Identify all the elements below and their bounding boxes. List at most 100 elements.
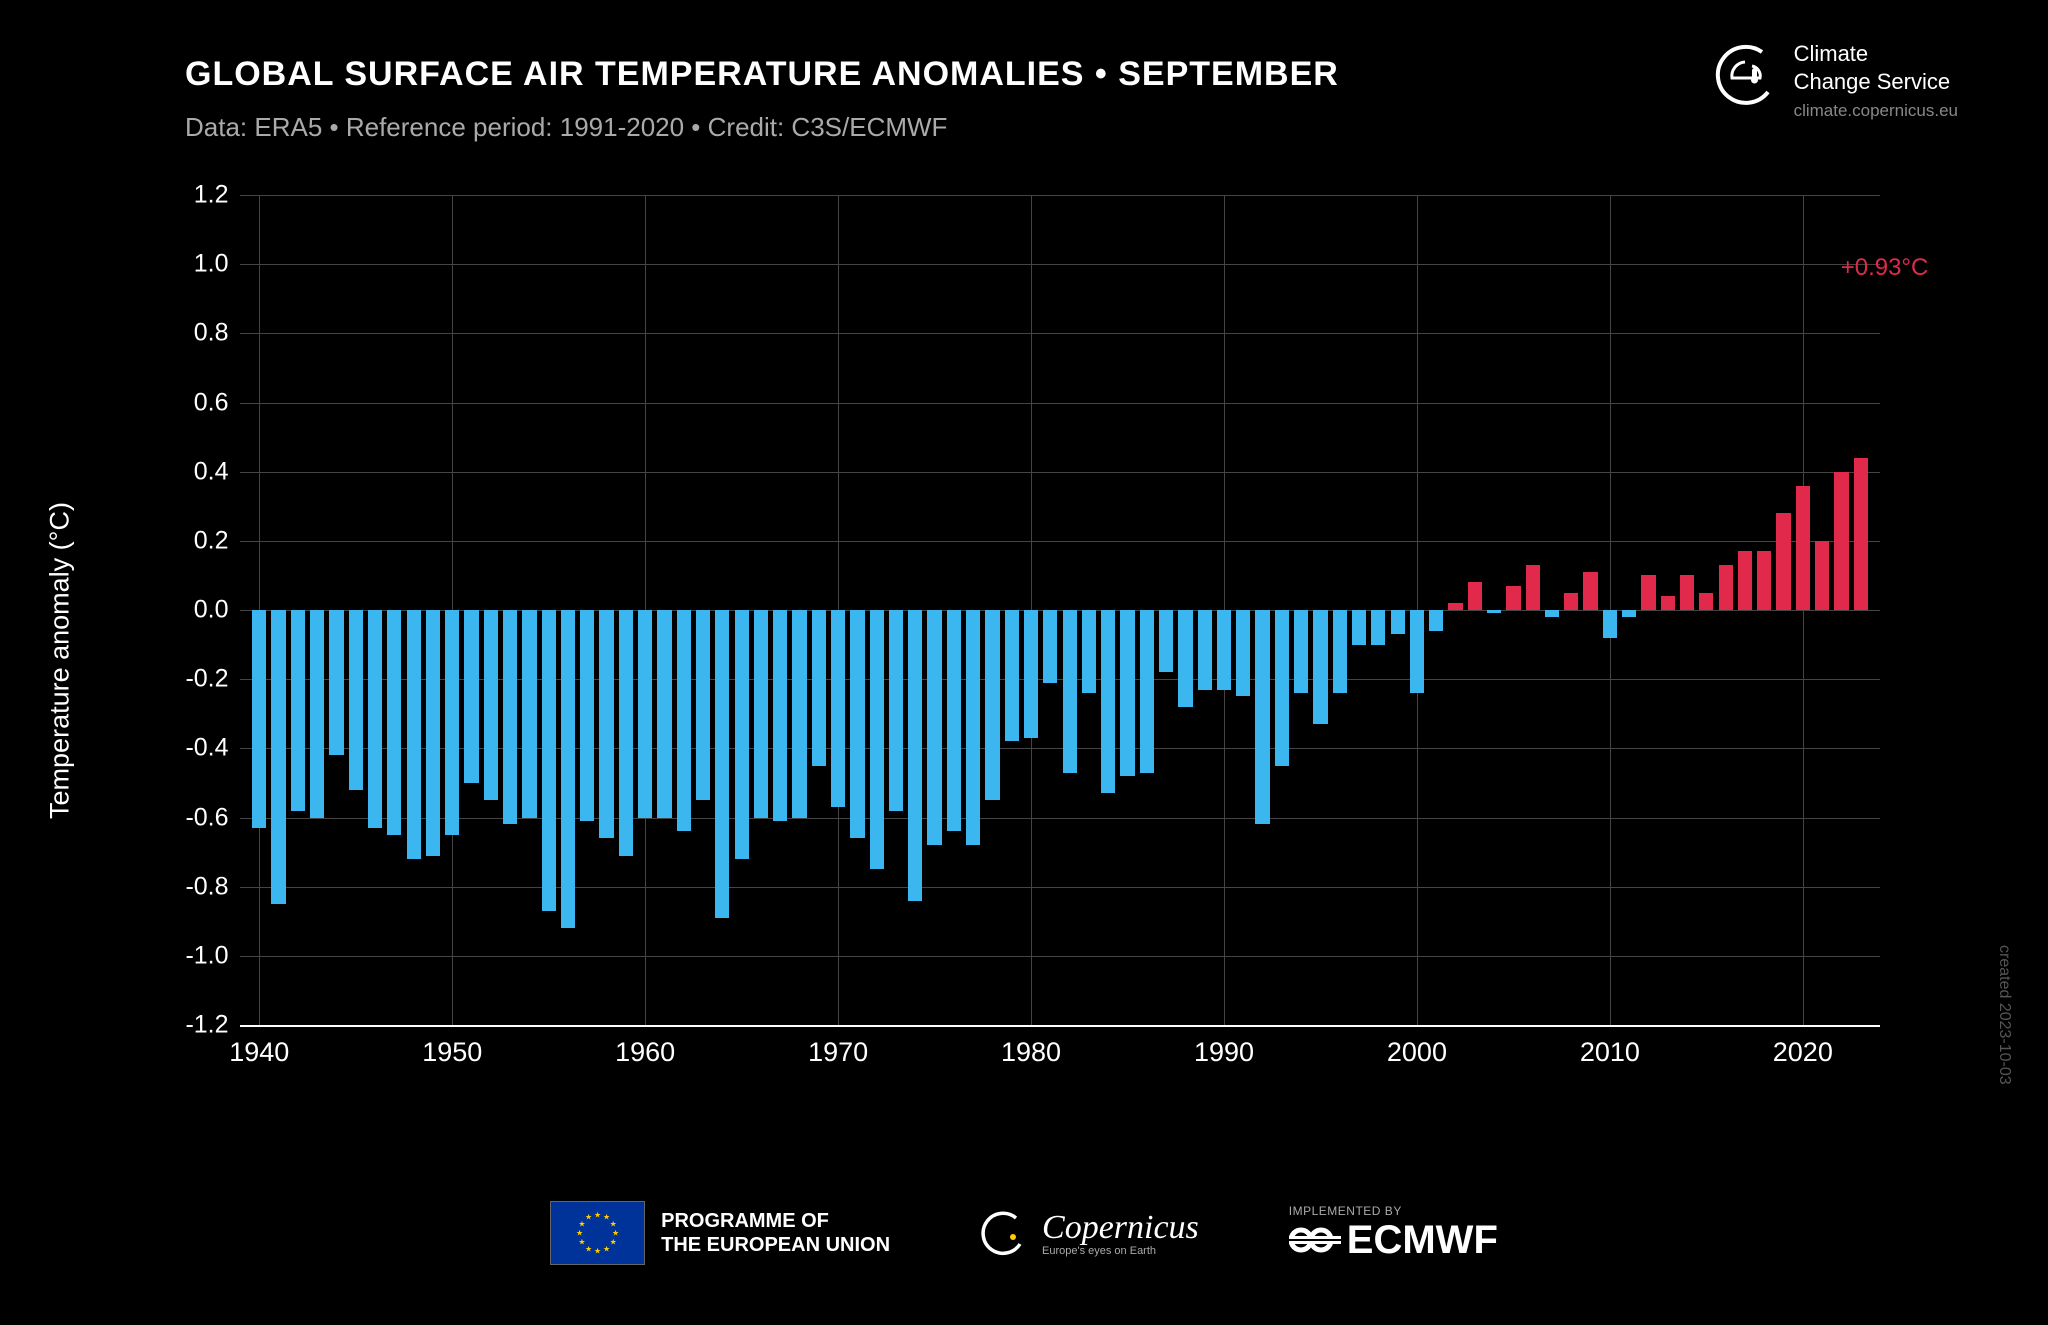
- bar: [754, 610, 768, 818]
- y-tick-label: -0.6: [169, 803, 229, 832]
- bar: [1545, 610, 1559, 617]
- bar: [1120, 610, 1134, 776]
- bar: [889, 610, 903, 811]
- x-tick-label: 1980: [1001, 1037, 1061, 1068]
- bar: [1313, 610, 1327, 724]
- x-tick-label: 1990: [1194, 1037, 1254, 1068]
- bar: [696, 610, 710, 800]
- bar: [599, 610, 613, 838]
- bar: [927, 610, 941, 845]
- bar: [252, 610, 266, 828]
- bar: [1082, 610, 1096, 693]
- bar: [1622, 610, 1636, 617]
- bar: [271, 610, 285, 904]
- bar: [1275, 610, 1289, 766]
- bar: [715, 610, 729, 918]
- peak-annotation: +0.93°C: [1841, 254, 1929, 282]
- grid-line: [240, 333, 1880, 334]
- copernicus-logo: Copernicus Europe's eyes on Earth: [980, 1209, 1199, 1257]
- bar: [1391, 610, 1405, 634]
- star-icon: ★: [594, 1247, 601, 1256]
- y-tick-label: -1.2: [169, 1011, 229, 1040]
- grid-line: [240, 264, 1880, 265]
- bar: [1043, 610, 1057, 683]
- bar: [349, 610, 363, 790]
- bar: [310, 610, 324, 818]
- bar: [831, 610, 845, 807]
- bar: [773, 610, 787, 821]
- bar: [426, 610, 440, 856]
- eu-line2: THE EUROPEAN UNION: [661, 1233, 890, 1257]
- bar: [1583, 572, 1597, 610]
- x-tick-label: 1940: [229, 1037, 289, 1068]
- x-tick-label: 2000: [1387, 1037, 1447, 1068]
- y-tick-label: 0.6: [169, 388, 229, 417]
- bar: [1352, 610, 1366, 645]
- bar: [368, 610, 382, 828]
- ecmwf-logo: IMPLEMENTED BY ECMWF: [1289, 1204, 1498, 1263]
- eu-flag-icon: ★★★★★★★★★★★★: [550, 1201, 645, 1265]
- bar: [484, 610, 498, 800]
- bar: [1506, 586, 1520, 610]
- bar: [464, 610, 478, 783]
- bar: [1603, 610, 1617, 638]
- y-tick-label: 0.4: [169, 457, 229, 486]
- bar: [1699, 593, 1713, 610]
- star-icon: ★: [610, 1238, 617, 1247]
- bar: [1236, 610, 1250, 696]
- y-axis-label: Temperature anomaly (°C): [45, 502, 76, 819]
- y-tick-label: 0.0: [169, 596, 229, 625]
- star-icon: ★: [610, 1220, 617, 1229]
- bar: [1333, 610, 1347, 693]
- bar: [1005, 610, 1019, 741]
- bar: [1738, 551, 1752, 610]
- bar: [1024, 610, 1038, 738]
- grid-line: [240, 818, 1880, 819]
- x-tick-label: 1950: [422, 1037, 482, 1068]
- eu-line1: PROGRAMME OF: [661, 1209, 890, 1233]
- bar: [1198, 610, 1212, 690]
- x-axis-line: [240, 1025, 1880, 1027]
- y-tick-label: -0.8: [169, 872, 229, 901]
- y-tick-label: 1.0: [169, 250, 229, 279]
- star-icon: ★: [594, 1211, 601, 1220]
- bar: [1063, 610, 1077, 773]
- x-tick-label: 1970: [808, 1037, 868, 1068]
- c3s-logo: Climate Change Service climate.copernicu…: [1710, 40, 1958, 121]
- bar: [1526, 565, 1540, 610]
- grid-line: [240, 403, 1880, 404]
- star-icon: ★: [612, 1229, 619, 1238]
- bar: [1854, 458, 1868, 610]
- eu-programme-logo: ★★★★★★★★★★★★ PROGRAMME OF THE EUROPEAN U…: [550, 1201, 890, 1265]
- y-tick-label: -1.0: [169, 941, 229, 970]
- logo-url: climate.copernicus.eu: [1794, 101, 1958, 121]
- bar: [1448, 603, 1462, 610]
- y-tick-label: 0.2: [169, 526, 229, 555]
- ecmwf-text: ECMWF: [1347, 1218, 1498, 1263]
- grid-line: [240, 956, 1880, 957]
- star-icon: ★: [603, 1244, 610, 1253]
- bar: [387, 610, 401, 835]
- grid-line: [240, 541, 1880, 542]
- bar: [1641, 575, 1655, 610]
- bar: [1487, 610, 1501, 613]
- bar: [657, 610, 671, 818]
- bar: [638, 610, 652, 818]
- x-tick-label: 1960: [615, 1037, 675, 1068]
- bar: [947, 610, 961, 831]
- bar: [291, 610, 305, 811]
- ecmwf-icon: [1289, 1224, 1341, 1256]
- bar: [1178, 610, 1192, 707]
- bar: [1294, 610, 1308, 693]
- x-tick-label: 2020: [1773, 1037, 1833, 1068]
- footer-logos: ★★★★★★★★★★★★ PROGRAMME OF THE EUROPEAN U…: [0, 1201, 2048, 1265]
- bar: [985, 610, 999, 800]
- bar: [522, 610, 536, 818]
- created-date: created 2023-10-03: [1995, 945, 2013, 1085]
- bar: [1217, 610, 1231, 690]
- bar: [561, 610, 575, 928]
- bar: [1680, 575, 1694, 610]
- bar: [1757, 551, 1771, 610]
- bar: [407, 610, 421, 859]
- bar: [503, 610, 517, 824]
